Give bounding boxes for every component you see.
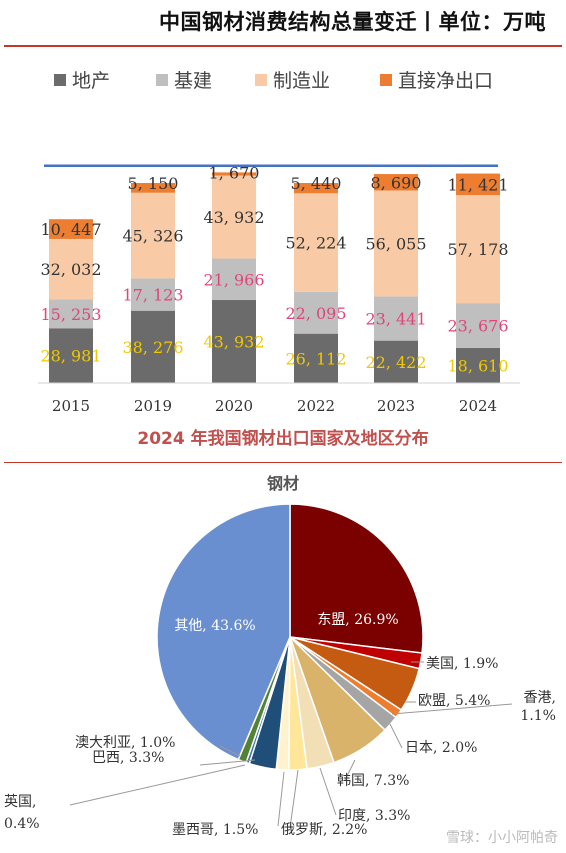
section-divider bbox=[4, 462, 562, 463]
pie-label: 韩国, 7.3% bbox=[337, 773, 409, 789]
pie-slice-0 bbox=[289, 503, 424, 654]
data-label: 57, 178 bbox=[447, 240, 508, 259]
legend-swatch bbox=[380, 73, 392, 86]
bar-segment-2019-0 bbox=[131, 310, 175, 383]
pie-label: 东盟, 26.9% bbox=[317, 612, 398, 628]
bar-segment-2022-1 bbox=[294, 291, 338, 334]
data-label: 21, 966 bbox=[203, 270, 264, 289]
data-label: 15, 253 bbox=[40, 305, 101, 324]
title-rule bbox=[4, 45, 562, 47]
x-tick-label: 2022 bbox=[297, 397, 335, 415]
pie-section-title: 2024 年我国钢材出口国家及地区分布 bbox=[137, 429, 429, 449]
pie-label: 其他, 43.6% bbox=[174, 618, 255, 634]
x-tick-label: 2015 bbox=[52, 397, 90, 415]
data-label: 22, 095 bbox=[285, 304, 346, 323]
pie-label: 巴西, 3.3% bbox=[92, 750, 164, 766]
legend-swatch bbox=[255, 73, 267, 86]
leader-line bbox=[219, 745, 241, 757]
chart-title: 中国钢材消费结构总量变迁丨单位：万吨 bbox=[159, 10, 546, 34]
bar-segment-2024-1 bbox=[456, 303, 500, 348]
legend-label: 地产 bbox=[72, 70, 111, 92]
pie-label: 墨西哥, 1.5% bbox=[172, 822, 258, 838]
leader-line bbox=[69, 764, 246, 806]
legend-item-infrastructure: 基建 bbox=[156, 66, 212, 93]
bar-segment-2022-2 bbox=[294, 193, 338, 292]
leader-line bbox=[199, 759, 256, 766]
data-label: 23, 676 bbox=[447, 316, 508, 335]
data-label: 17, 123 bbox=[122, 286, 183, 305]
pie-label: 香港, 1.1% bbox=[520, 690, 556, 724]
data-label: 28, 981 bbox=[40, 347, 101, 366]
leader-line bbox=[319, 767, 337, 816]
bar-segment-2019-1 bbox=[131, 278, 175, 311]
data-label: 45, 326 bbox=[122, 227, 183, 246]
bar-segment-2022-0 bbox=[294, 333, 338, 383]
bar-segment-2015-2 bbox=[49, 238, 93, 300]
x-tick-label: 2023 bbox=[377, 397, 415, 415]
pie-label: 俄罗斯, 2.2% bbox=[281, 822, 367, 838]
x-tick-label: 2020 bbox=[215, 397, 253, 415]
leader-line bbox=[344, 759, 356, 781]
data-label: 26, 112 bbox=[285, 349, 346, 368]
data-label: 11, 421 bbox=[447, 175, 508, 194]
data-label: 5, 150 bbox=[128, 174, 179, 193]
bar-segment-2022-3 bbox=[294, 183, 338, 194]
legend-label: 直接净出口 bbox=[398, 70, 494, 92]
legend-label: 制造业 bbox=[273, 70, 331, 92]
pie-label: 欧盟, 5.4% bbox=[418, 693, 490, 709]
legend-swatch bbox=[54, 73, 66, 86]
data-label: 10, 447 bbox=[40, 220, 101, 239]
data-label: 23, 441 bbox=[365, 310, 426, 329]
bar-segment-2020-1 bbox=[212, 258, 256, 301]
legend-label: 基建 bbox=[174, 70, 213, 92]
bar-segment-2015-0 bbox=[49, 328, 93, 383]
bar-segment-2023-0 bbox=[374, 340, 418, 383]
bar-segment-2024-0 bbox=[456, 347, 500, 383]
bar-segment-2023-2 bbox=[374, 190, 418, 297]
bar-segment-2024-2 bbox=[456, 195, 500, 304]
pie-chart: 东盟, 26.9% 美国, 1.9% 欧盟, 5.4% 香港, 1.1% 日本, 2.0%… bbox=[4, 503, 556, 838]
data-label: 32, 032 bbox=[40, 260, 101, 279]
pie-label: 澳大利亚, 1.0% bbox=[75, 735, 175, 751]
watermark: 雪球：小小阿帕奇 bbox=[446, 830, 558, 846]
pie-title: 钢材 bbox=[266, 474, 299, 493]
bar-segment-2019-3 bbox=[131, 183, 175, 193]
data-label: 8, 690 bbox=[371, 173, 422, 192]
legend-item-real-estate: 地产 bbox=[54, 66, 110, 93]
leader-line bbox=[277, 771, 285, 827]
data-label: 43, 932 bbox=[203, 333, 264, 352]
stacked-bar-chart: 28, 981 15, 253 32, 032 10, 447 2015 38, 276 1… bbox=[38, 163, 520, 415]
leader-line bbox=[391, 703, 513, 715]
leader-line bbox=[389, 723, 403, 749]
leader-line bbox=[289, 769, 299, 829]
legend-item-manufacturing: 制造业 bbox=[255, 66, 330, 93]
x-tick-label: 2019 bbox=[134, 397, 172, 415]
x-tick-label: 2024 bbox=[459, 397, 497, 415]
legend-item-net-export: 直接净出口 bbox=[380, 66, 493, 93]
bar-segment-2019-2 bbox=[131, 192, 175, 279]
bar-segment-2020-2 bbox=[212, 175, 256, 259]
data-label: 1, 670 bbox=[209, 163, 260, 182]
pie-label: 日本, 2.0% bbox=[405, 740, 477, 756]
data-label: 22, 422 bbox=[365, 353, 426, 372]
data-label: 56, 055 bbox=[365, 234, 426, 253]
bar-segment-2024-3 bbox=[456, 173, 500, 196]
data-label: 38, 276 bbox=[122, 338, 183, 357]
pie-label: 印度, 3.3% bbox=[338, 808, 410, 824]
data-label: 43, 932 bbox=[203, 208, 264, 227]
data-label: 18, 610 bbox=[447, 356, 508, 375]
bar-segment-2020-3 bbox=[212, 172, 256, 176]
pie-label: 美国, 1.9% bbox=[426, 656, 498, 672]
bar-segment-2023-3 bbox=[374, 174, 418, 191]
bar-segment-2015-1 bbox=[49, 299, 93, 329]
bar-segment-2023-1 bbox=[374, 296, 418, 341]
bar-segment-2020-0 bbox=[212, 300, 256, 383]
legend-swatch bbox=[156, 73, 168, 86]
pie-label: 英国, 0.4% bbox=[4, 793, 40, 832]
bar-segment-2015-3 bbox=[49, 219, 93, 239]
data-label: 5, 440 bbox=[291, 174, 342, 193]
data-label: 52, 224 bbox=[285, 234, 346, 253]
pie-slice-12 bbox=[156, 503, 291, 761]
